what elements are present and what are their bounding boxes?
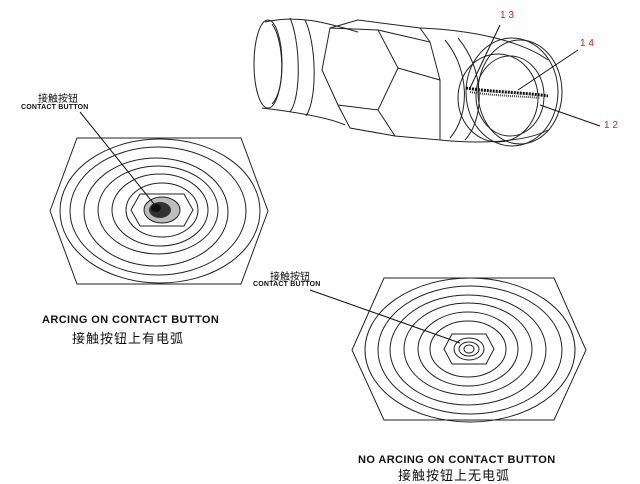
bottom-view-label-cn: 接触按钮 [270, 272, 310, 283]
bottom-view-label-en: CONTACT BUTTON [253, 281, 321, 288]
callout-13: 1 3 [500, 10, 514, 21]
bottom-view-caption-en: NO ARCING ON CONTACT BUTTON [358, 454, 556, 466]
bottom-view-hex-nut [351, 277, 587, 423]
top-view-label-cn: 接触按钮 [38, 94, 78, 105]
side-view-component [253, 17, 563, 147]
top-view-label-en: CONTACT BUTTON [21, 104, 89, 111]
top-view-caption-cn: 接触按钮上有电弧 [72, 332, 185, 347]
top-view-label-leader [79, 111, 155, 205]
bottom-view-caption-cn: 接触按钮上无电弧 [398, 469, 511, 484]
bottom-view-label-leader [309, 289, 461, 344]
callout-12: 1 2 [604, 120, 618, 131]
callout-14: 1 4 [580, 38, 594, 49]
arc-burn-marks [465, 86, 549, 99]
top-view-hex-nut [49, 137, 269, 285]
top-view-contact-button-arc [143, 196, 181, 224]
top-view-caption-en: ARCING ON CONTACT BUTTON [42, 314, 220, 326]
callout-leaders [469, 24, 601, 127]
